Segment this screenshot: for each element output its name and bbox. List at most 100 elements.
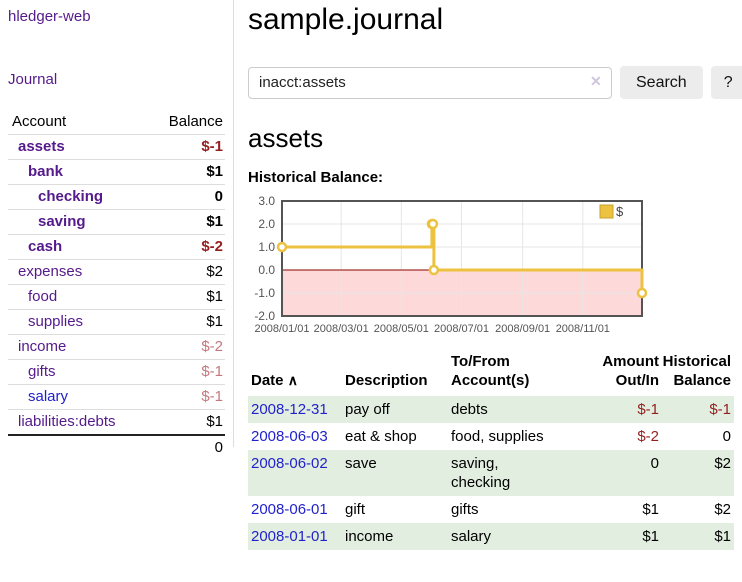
- page-title: sample.journal: [248, 3, 444, 36]
- account-link-saving[interactable]: saving: [38, 213, 86, 230]
- sort-ascending-icon: ∧: [287, 372, 298, 388]
- account-column-header: Account: [12, 113, 67, 130]
- x-axis-tick-label: 2008/03/01: [314, 323, 369, 335]
- chart-title: Historical Balance:: [248, 169, 384, 186]
- account-balance: $1: [147, 309, 225, 335]
- transaction-date-link[interactable]: 2008-12-31: [251, 401, 328, 418]
- account-link-expenses[interactable]: expenses: [18, 263, 83, 280]
- transaction-accounts: salary: [451, 528, 492, 545]
- account-row: salary $-1: [8, 384, 225, 410]
- transaction-date-link[interactable]: 2008-06-02: [251, 455, 328, 472]
- register-row: 2008-06-02 save saving, checking 0 $2: [248, 450, 734, 496]
- account-row: checking 0: [8, 184, 225, 210]
- transaction-accounts: debts: [451, 401, 488, 418]
- register-row: 2008-06-01 gift gifts $1 $2: [248, 496, 734, 523]
- account-balance: $1: [147, 209, 225, 235]
- x-axis-tick-label: 2008/01/01: [254, 323, 309, 335]
- account-link-gifts[interactable]: gifts: [28, 363, 56, 380]
- y-axis-tick-label: 0.0: [258, 263, 275, 277]
- app-title-link[interactable]: hledger-web: [8, 8, 91, 25]
- register-row: 2008-12-31 pay off debts $-1 $-1: [248, 396, 734, 423]
- account-link-income[interactable]: income: [18, 338, 67, 355]
- account-balance: $-2: [147, 234, 225, 260]
- sidebar-item-journal[interactable]: Journal: [8, 71, 58, 88]
- transaction-balance: 0: [722, 428, 731, 445]
- transaction-description: save: [345, 455, 377, 472]
- transaction-amount: 0: [650, 455, 659, 472]
- search-form: ✕ Search ?: [248, 66, 742, 99]
- date-sort-link[interactable]: Date: [251, 372, 284, 389]
- y-axis-tick-label: 3.0: [258, 196, 275, 208]
- account-balance: $-1: [147, 359, 225, 385]
- transaction-accounts: saving, checking: [451, 455, 511, 491]
- data-point-marker: [636, 287, 648, 299]
- legend-swatch: [599, 204, 614, 219]
- transaction-accounts: gifts: [451, 501, 479, 518]
- account-balance: 0: [147, 184, 225, 210]
- date-column-header: Date ∧: [248, 350, 345, 396]
- clear-search-icon[interactable]: ✕: [590, 73, 602, 89]
- data-point-marker: [428, 264, 440, 276]
- account-balance: $1: [147, 409, 225, 435]
- account-heading: assets: [248, 123, 324, 153]
- transaction-date-link[interactable]: 2008-06-03: [251, 428, 328, 445]
- account-row: supplies $1: [8, 309, 225, 335]
- chart-border: [281, 200, 643, 317]
- x-axis-tick-label: 2008/07/01: [434, 323, 489, 335]
- y-axis-tick-label: 2.0: [258, 217, 275, 231]
- transaction-description: pay off: [345, 401, 390, 418]
- account-link-salary[interactable]: salary: [28, 388, 69, 405]
- sidebar: hledger-web Journal Account Balance asse…: [0, 0, 234, 460]
- search-button[interactable]: Search: [620, 66, 703, 99]
- search-input[interactable]: [248, 66, 612, 99]
- balance-total-row: 0: [8, 434, 225, 460]
- account-link-supplies[interactable]: supplies: [28, 313, 84, 330]
- legend-label: $: [616, 204, 624, 219]
- account-row: gifts $-1: [8, 359, 225, 385]
- amount-column-header: Amount Out/In: [602, 353, 659, 389]
- account-row: liabilities:debts $1: [8, 409, 225, 435]
- transaction-amount: $-2: [637, 428, 659, 445]
- y-axis-tick-label: -1.0: [254, 286, 275, 300]
- y-axis-tick-label: 1.0: [258, 240, 275, 254]
- x-axis-tick-label: 2008/11/01: [556, 323, 610, 335]
- help-button[interactable]: ?: [710, 66, 742, 99]
- balance-total: 0: [147, 434, 225, 460]
- y-axis-tick-label: -2.0: [254, 309, 275, 323]
- account-row: food $1: [8, 284, 225, 310]
- account-link-liabilities-debts[interactable]: liabilities:debts: [18, 413, 116, 430]
- accounts-column-header: To/From Account(s): [451, 353, 530, 389]
- account-balance: $-1: [147, 384, 225, 410]
- description-column-header: Description: [345, 372, 428, 389]
- transaction-balance: $1: [714, 528, 731, 545]
- transaction-amount: $1: [642, 501, 659, 518]
- account-link-bank[interactable]: bank: [28, 163, 64, 180]
- register-row: 2008-06-03 eat & shop food, supplies $-2…: [248, 423, 734, 450]
- transaction-date-link[interactable]: 2008-01-01: [251, 528, 328, 545]
- account-link-food[interactable]: food: [28, 288, 58, 305]
- transaction-balance: $2: [714, 501, 731, 518]
- main-content: sample.journal ✕ Search ? assets Histori…: [234, 0, 742, 550]
- account-row: income $-2: [8, 334, 225, 360]
- app-layout: hledger-web Journal Account Balance asse…: [0, 0, 742, 550]
- transaction-description: income: [345, 528, 394, 545]
- account-balance: $2: [147, 259, 225, 285]
- account-link-cash[interactable]: cash: [28, 238, 63, 255]
- account-row: saving $1: [8, 209, 225, 235]
- data-point-marker: [276, 241, 288, 253]
- transaction-accounts: food, supplies: [451, 428, 544, 445]
- account-balance: $-1: [147, 134, 225, 160]
- account-row: expenses $2: [8, 259, 225, 285]
- register-header-row: Date ∧ Description To/From Account(s) Am…: [248, 350, 734, 396]
- account-balance: $1: [147, 159, 225, 185]
- account-link-checking[interactable]: checking: [38, 188, 104, 205]
- transaction-balance: $-1: [709, 401, 731, 418]
- account-row: cash $-2: [8, 234, 225, 260]
- transaction-date-link[interactable]: 2008-06-01: [251, 501, 328, 518]
- transaction-balance: $2: [714, 455, 731, 472]
- account-row: bank $1: [8, 159, 225, 185]
- balance-column-header: Historical Balance: [662, 353, 731, 389]
- account-link-assets[interactable]: assets: [18, 138, 65, 155]
- transaction-description: gift: [345, 501, 366, 518]
